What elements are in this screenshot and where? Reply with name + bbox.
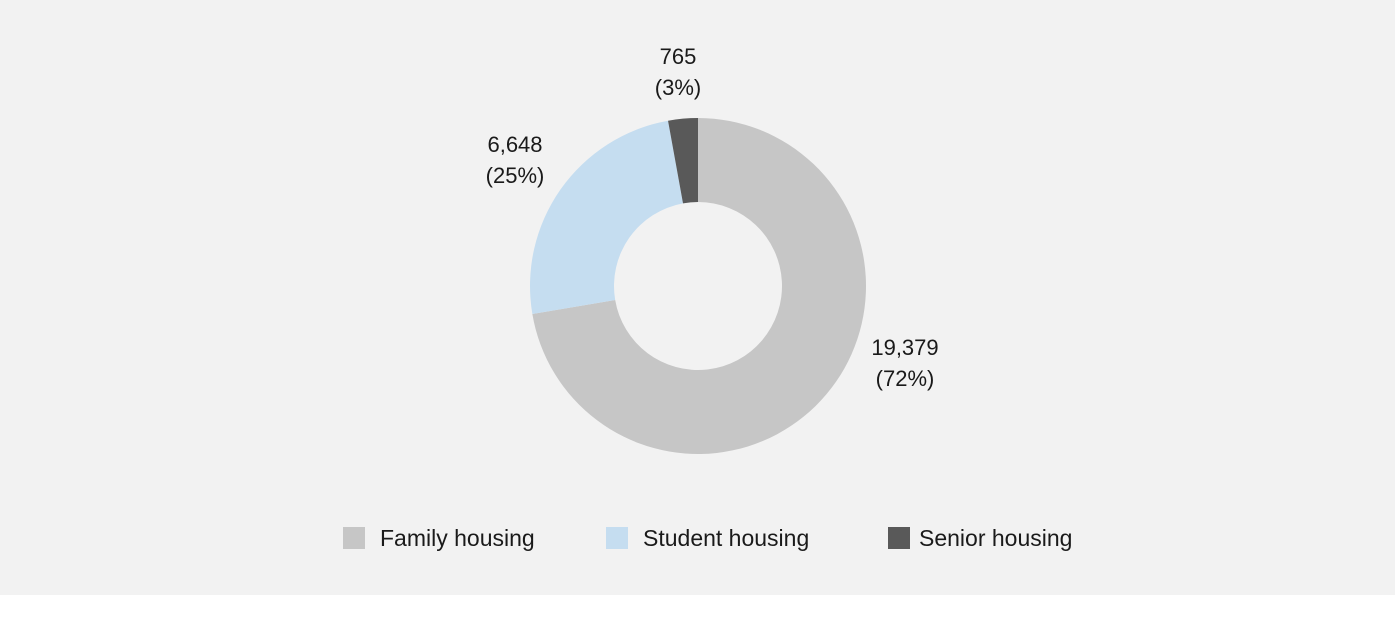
legend-label-family-housing: Family housing (380, 524, 535, 551)
legend-item-family-housing: Family housing (343, 520, 535, 556)
slice-student-housing (529, 120, 684, 315)
donut-chart: 19,379 (72%) 6,648 (25%) 765 (3%) (486, 44, 939, 454)
percent-label-family-housing: (72%) (876, 366, 935, 391)
percent-label-student-housing: (25%) (486, 163, 545, 188)
chart-panel: 19,379 (72%) 6,648 (25%) 765 (3%) Family hous… (0, 0, 1395, 595)
donut-slices (529, 118, 867, 454)
legend: Family housing Student housing Senior ho… (0, 520, 1395, 556)
value-label-student-housing: 6,648 (487, 132, 542, 157)
data-labels: 19,379 (72%) 6,648 (25%) 765 (3%) (486, 44, 939, 391)
legend-label-student-housing: Student housing (643, 524, 810, 551)
percent-label-senior-housing: (3%) (655, 75, 701, 100)
slice-senior-housing (668, 118, 698, 204)
value-label-senior-housing: 765 (660, 44, 697, 69)
legend-swatch-student-housing (606, 527, 628, 549)
value-label-family-housing: 19,379 (871, 335, 938, 360)
legend-label-senior-housing: Senior housing (919, 524, 1073, 551)
legend-item-student-housing: Student housing (606, 520, 809, 556)
slice-family-housing (532, 118, 867, 454)
legend-swatch-family-housing (343, 527, 365, 549)
legend-item-senior-housing: Senior housing (888, 520, 1072, 556)
legend-swatch-senior-housing (888, 527, 910, 549)
